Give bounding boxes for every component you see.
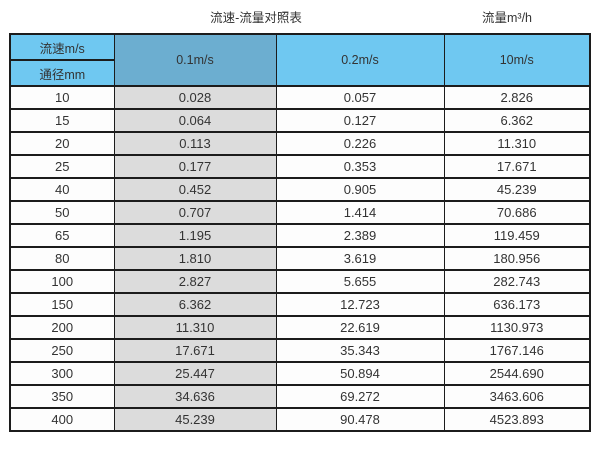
flow-value-cell-0-1ms: 0.177 bbox=[113, 154, 277, 179]
flow-value-cell-0-1ms: 0.113 bbox=[113, 131, 277, 156]
flow-value-cell-0-2ms: 0.127 bbox=[275, 108, 445, 133]
flow-value-cell-0-2ms: 50.894 bbox=[275, 361, 445, 386]
title-bar: 流速-流量对照表 流量m³/h bbox=[0, 0, 600, 33]
flow-value-cell-10ms: 45.239 bbox=[443, 177, 591, 202]
flow-value-cell-0-1ms: 0.064 bbox=[113, 108, 277, 133]
flow-value-cell-10ms: 119.459 bbox=[443, 223, 591, 248]
table-row: 15 0.064 0.127 6.362 bbox=[9, 108, 591, 133]
table-row: 10 0.028 0.057 2.826 bbox=[9, 85, 591, 110]
table-row: 100 2.827 5.655 282.743 bbox=[9, 269, 591, 294]
flow-value-cell-0-2ms: 3.619 bbox=[275, 246, 445, 271]
flow-value-cell-0-2ms: 35.343 bbox=[275, 338, 445, 363]
flow-velocity-table: 流速m/s 0.1m/s 0.2m/s 10m/s 通径mm 10 0.028 … bbox=[9, 33, 591, 432]
flow-value-cell-0-2ms: 2.389 bbox=[275, 223, 445, 248]
flow-value-cell-0-1ms: 0.452 bbox=[113, 177, 277, 202]
flow-value-cell-0-1ms: 0.028 bbox=[113, 85, 277, 110]
table-row: 150 6.362 12.723 636.173 bbox=[9, 292, 591, 317]
diameter-cell: 40 bbox=[9, 177, 115, 202]
table-row: 80 1.810 3.619 180.956 bbox=[9, 246, 591, 271]
flow-value-cell-0-2ms: 69.272 bbox=[275, 384, 445, 409]
diameter-cell: 65 bbox=[9, 223, 115, 248]
flow-value-cell-10ms: 11.310 bbox=[443, 131, 591, 156]
table-row: 65 1.195 2.389 119.459 bbox=[9, 223, 591, 248]
flow-value-cell-0-1ms: 2.827 bbox=[113, 269, 277, 294]
flow-value-cell-0-2ms: 5.655 bbox=[275, 269, 445, 294]
diameter-cell: 10 bbox=[9, 85, 115, 110]
diameter-cell: 400 bbox=[9, 407, 115, 432]
flow-value-cell-10ms: 17.671 bbox=[443, 154, 591, 179]
flow-value-cell-10ms: 2544.690 bbox=[443, 361, 591, 386]
page-title: 流速-流量对照表 bbox=[210, 11, 302, 25]
flow-value-cell-10ms: 70.686 bbox=[443, 200, 591, 225]
table-row: 250 17.671 35.343 1767.146 bbox=[9, 338, 591, 363]
flow-value-cell-0-1ms: 6.362 bbox=[113, 292, 277, 317]
table-row: 50 0.707 1.414 70.686 bbox=[9, 200, 591, 225]
diameter-cell: 15 bbox=[9, 108, 115, 133]
flow-value-cell-0-1ms: 1.810 bbox=[113, 246, 277, 271]
diameter-cell: 300 bbox=[9, 361, 115, 386]
diameter-cell: 50 bbox=[9, 200, 115, 225]
table-row: 350 34.636 69.272 3463.606 bbox=[9, 384, 591, 409]
diameter-cell: 250 bbox=[9, 338, 115, 363]
flow-value-cell-0-1ms: 1.195 bbox=[113, 223, 277, 248]
flow-value-cell-0-2ms: 12.723 bbox=[275, 292, 445, 317]
flow-value-cell-10ms: 180.956 bbox=[443, 246, 591, 271]
flow-value-cell-0-2ms: 90.478 bbox=[275, 407, 445, 432]
flow-value-cell-0-2ms: 1.414 bbox=[275, 200, 445, 225]
flow-value-cell-0-1ms: 11.310 bbox=[113, 315, 277, 340]
corner-header-diameter: 通径mm bbox=[9, 59, 115, 87]
flow-value-cell-0-2ms: 0.905 bbox=[275, 177, 445, 202]
table-header: 流速m/s 0.1m/s 0.2m/s 10m/s 通径mm bbox=[9, 33, 591, 87]
diameter-cell: 80 bbox=[9, 246, 115, 271]
flow-value-cell-0-2ms: 0.353 bbox=[275, 154, 445, 179]
table-row: 20 0.113 0.226 11.310 bbox=[9, 131, 591, 156]
flow-value-cell-0-1ms: 45.239 bbox=[113, 407, 277, 432]
col-header-0-2ms: 0.2m/s bbox=[275, 33, 445, 87]
flow-value-cell-10ms: 282.743 bbox=[443, 269, 591, 294]
diameter-cell: 20 bbox=[9, 131, 115, 156]
flow-value-cell-10ms: 2.826 bbox=[443, 85, 591, 110]
flow-value-cell-10ms: 6.362 bbox=[443, 108, 591, 133]
diameter-cell: 150 bbox=[9, 292, 115, 317]
flow-value-cell-0-2ms: 22.619 bbox=[275, 315, 445, 340]
flow-value-cell-10ms: 1767.146 bbox=[443, 338, 591, 363]
flow-value-cell-10ms: 636.173 bbox=[443, 292, 591, 317]
flow-value-cell-0-2ms: 0.226 bbox=[275, 131, 445, 156]
diameter-cell: 350 bbox=[9, 384, 115, 409]
table-row: 40 0.452 0.905 45.239 bbox=[9, 177, 591, 202]
corner-header-velocity: 流速m/s bbox=[9, 33, 115, 61]
flow-rate-reference-page: 流速-流量对照表 流量m³/h 流速m/s 0.1m/s 0.2m/s 10m/… bbox=[0, 0, 600, 432]
flow-value-cell-0-2ms: 0.057 bbox=[275, 85, 445, 110]
flow-value-cell-0-1ms: 25.447 bbox=[113, 361, 277, 386]
header-row-top: 流速m/s 0.1m/s 0.2m/s 10m/s bbox=[9, 33, 591, 87]
flow-value-cell-10ms: 3463.606 bbox=[443, 384, 591, 409]
table-row: 400 45.239 90.478 4523.893 bbox=[9, 407, 591, 432]
header-row-bottom: 通径mm bbox=[9, 59, 590, 87]
col-header-10ms: 10m/s bbox=[443, 33, 591, 87]
flow-value-cell-0-1ms: 34.636 bbox=[113, 384, 277, 409]
col-header-0-1ms: 0.1m/s bbox=[113, 33, 277, 87]
diameter-cell: 100 bbox=[9, 269, 115, 294]
flow-unit-label: 流量m³/h bbox=[481, 11, 533, 25]
table-body: 10 0.028 0.057 2.826 15 0.064 0.127 6.36… bbox=[9, 85, 591, 432]
diameter-cell: 25 bbox=[9, 154, 115, 179]
table-row: 300 25.447 50.894 2544.690 bbox=[9, 361, 591, 386]
table-row: 25 0.177 0.353 17.671 bbox=[9, 154, 591, 179]
flow-value-cell-0-1ms: 0.707 bbox=[113, 200, 277, 225]
diameter-cell: 200 bbox=[9, 315, 115, 340]
table-row: 200 11.310 22.619 1130.973 bbox=[9, 315, 591, 340]
flow-value-cell-10ms: 1130.973 bbox=[443, 315, 591, 340]
flow-value-cell-10ms: 4523.893 bbox=[443, 407, 591, 432]
flow-value-cell-0-1ms: 17.671 bbox=[113, 338, 277, 363]
